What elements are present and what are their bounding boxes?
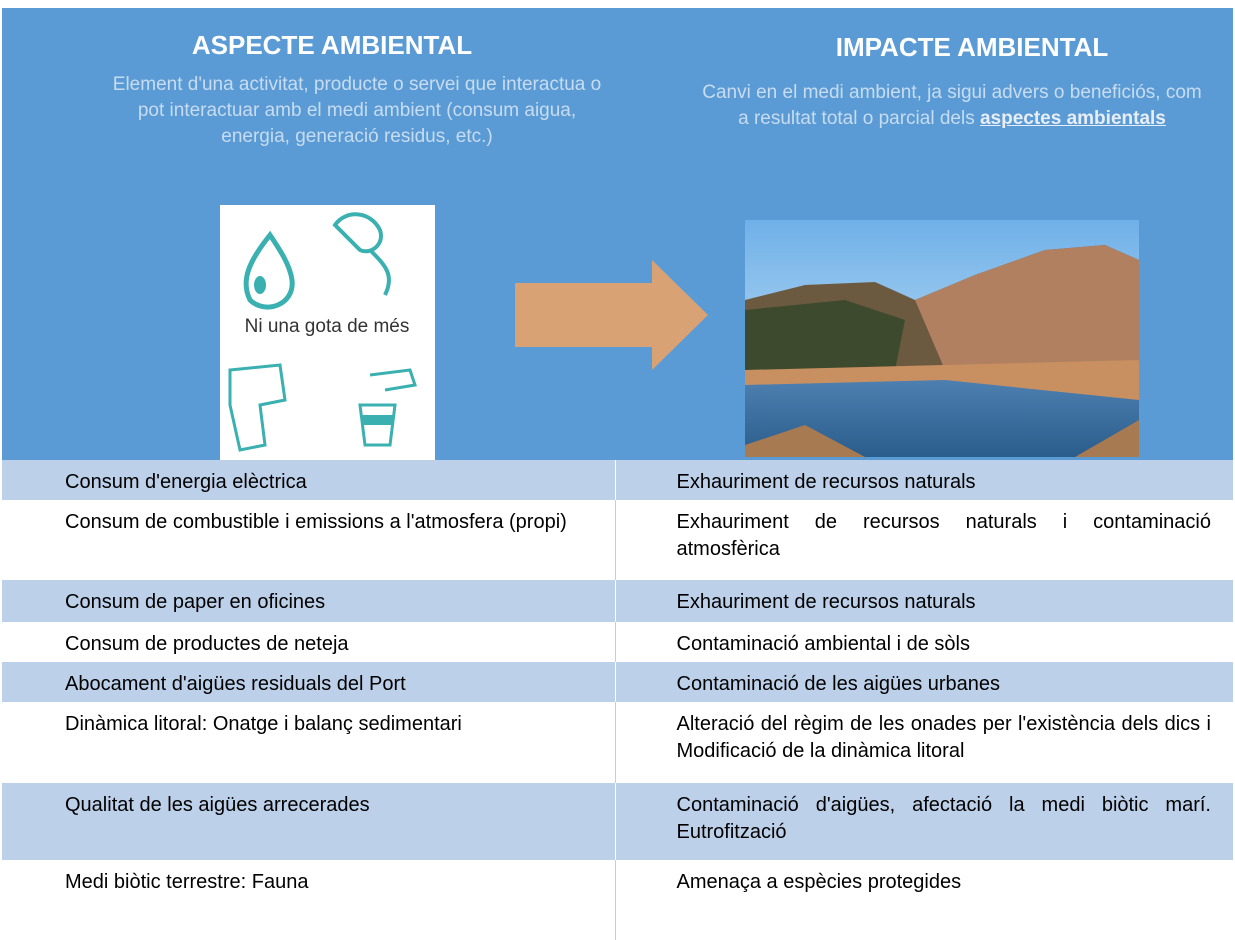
table-row: Consum d'energia elèctrica Exhauriment de… bbox=[2, 460, 1233, 500]
table-row: Consum de paper en oficines Exhauriment d… bbox=[2, 580, 1233, 622]
aspect-cell: Consum de paper en oficines bbox=[2, 580, 616, 622]
left-title: ASPECTE AMBIENTAL bbox=[191, 30, 473, 60]
table-row: Consum de combustible i emissions a l'at… bbox=[2, 500, 1233, 580]
left-description: Element d'una activitat, producte o serv… bbox=[112, 74, 602, 147]
impact-cell: Amenaça a espècies protegides bbox=[615, 860, 1233, 940]
table-row: Abocament d'aigües residuals del Port Con… bbox=[2, 662, 1233, 702]
aspect-cell: Consum de productes de neteja bbox=[2, 622, 616, 662]
impact-cell: Alteració del règim de les onades per l'… bbox=[615, 702, 1233, 783]
impact-cell: Contaminació d'aigües, afectació la medi… bbox=[615, 783, 1233, 860]
table-row: Qualitat de les aigües arrecerades Contam… bbox=[2, 783, 1233, 860]
aspect-cell: Abocament d'aigües residuals del Port bbox=[2, 662, 616, 702]
landscape-image bbox=[745, 220, 1139, 457]
table-row: Medi biòtic terrestre: Fauna Amenaça a es… bbox=[2, 860, 1233, 940]
right-title: IMPACTE AMBIENTAL bbox=[835, 32, 1109, 62]
table-row: Consum de productes de neteja Contaminaci… bbox=[2, 622, 1233, 662]
link[interactable]: aspectes ambientals bbox=[979, 108, 1166, 129]
water-image: Ni una gota de més bbox=[220, 205, 435, 460]
impact-cell: Exhauriment de recursos naturals bbox=[615, 580, 1233, 622]
table-row: Dinàmica litoral: Onatge i balanç sedime… bbox=[2, 702, 1233, 783]
impact-cell: Exhauriment de recursos naturals bbox=[615, 460, 1233, 500]
impact-cell: Exhauriment de recursos naturals i conta… bbox=[615, 500, 1233, 580]
right-description: Canvi en el medi ambient, ja sigui adver… bbox=[702, 80, 1202, 132]
description-text: Canvi en el medi ambient, ja sigui adver… bbox=[702, 82, 1202, 129]
aspect-cell: Medi biòtic terrestre: Fauna bbox=[2, 860, 616, 940]
aspects-table: Consum d'energia elèctrica Exhauriment de… bbox=[2, 460, 1233, 940]
impact-cell: Contaminació de les aigües urbanes bbox=[615, 662, 1233, 702]
arrow bbox=[515, 260, 708, 370]
aspect-cell: Consum d'energia elèctrica bbox=[2, 460, 616, 500]
aspect-cell: Dinàmica litoral: Onatge i balanç sedime… bbox=[2, 702, 616, 783]
impact-cell: Contaminació ambiental i de sòls bbox=[615, 622, 1233, 662]
aspect-cell: Qualitat de les aigües arrecerades bbox=[2, 783, 616, 860]
image-caption: Ni una gota de més bbox=[245, 316, 410, 337]
header: ASPECTE AMBIENTAL Element d'una activita… bbox=[2, 8, 1233, 460]
aspect-cell: Consum de combustible i emissions a l'at… bbox=[2, 500, 616, 580]
